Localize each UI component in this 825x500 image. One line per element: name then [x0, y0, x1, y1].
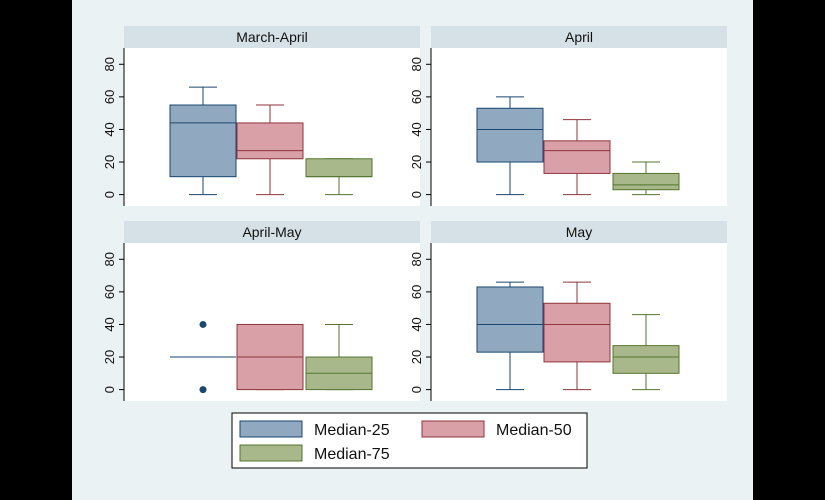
y-tick-label: 0 — [409, 386, 424, 393]
box-median-75 — [612, 345, 680, 374]
panel-background — [124, 26, 420, 206]
box-median-75 — [612, 172, 680, 191]
panel-title: May — [566, 224, 592, 240]
y-tick-label: 60 — [409, 285, 424, 299]
y-tick-label: 80 — [409, 252, 424, 266]
y-tick-label: 60 — [102, 90, 117, 104]
y-tick-label: 80 — [102, 57, 117, 71]
panel-title-strip — [431, 221, 727, 243]
panel-background — [431, 26, 727, 206]
panel-title-strip — [431, 26, 727, 48]
box-median-25 — [169, 104, 237, 178]
y-tick-label: 20 — [102, 155, 117, 169]
y-tick-label: 40 — [409, 317, 424, 331]
outlier-point — [199, 320, 207, 328]
y-tick-label: 60 — [102, 285, 117, 299]
box-median-25 — [476, 107, 544, 163]
legend-swatch — [239, 420, 303, 438]
y-tick-label: 0 — [102, 191, 117, 198]
legend-label: Median-75 — [314, 446, 390, 463]
y-tick-label: 20 — [409, 155, 424, 169]
y-tick-label: 80 — [409, 57, 424, 71]
y-tick-label: 20 — [102, 350, 117, 364]
y-tick-label: 40 — [102, 122, 117, 136]
y-tick-label: 0 — [102, 386, 117, 393]
y-tick-label: 0 — [409, 191, 424, 198]
box-median-50 — [543, 302, 611, 363]
y-tick-label: 80 — [102, 252, 117, 266]
panel-title: April — [565, 29, 593, 45]
box-median-50 — [236, 122, 304, 160]
y-tick-label: 60 — [409, 90, 424, 104]
y-tick-label: 40 — [409, 122, 424, 136]
box-median-50 — [543, 140, 611, 174]
legend-label: Median-25 — [314, 422, 390, 439]
panel-title: March-April — [236, 29, 308, 45]
legend-label: Median-50 — [496, 422, 572, 439]
y-tick-label: 40 — [102, 317, 117, 331]
box-plot-chart: March-April 0 20 40 60 80 April 0 20 40 60 80 April-… — [102, 26, 727, 469]
legend-swatch — [239, 444, 303, 462]
legend-swatch — [421, 420, 485, 438]
outlier-point — [199, 386, 207, 394]
y-tick-label: 20 — [409, 350, 424, 364]
box-median-75 — [305, 158, 373, 178]
panel-title: April-May — [242, 224, 301, 240]
panel-title-strip — [124, 221, 420, 243]
panel-title-strip — [124, 26, 420, 48]
chart-frame: March-April 0 20 40 60 80 April 0 20 40 60 80 April-… — [72, 0, 753, 500]
box-median-25 — [476, 286, 544, 353]
